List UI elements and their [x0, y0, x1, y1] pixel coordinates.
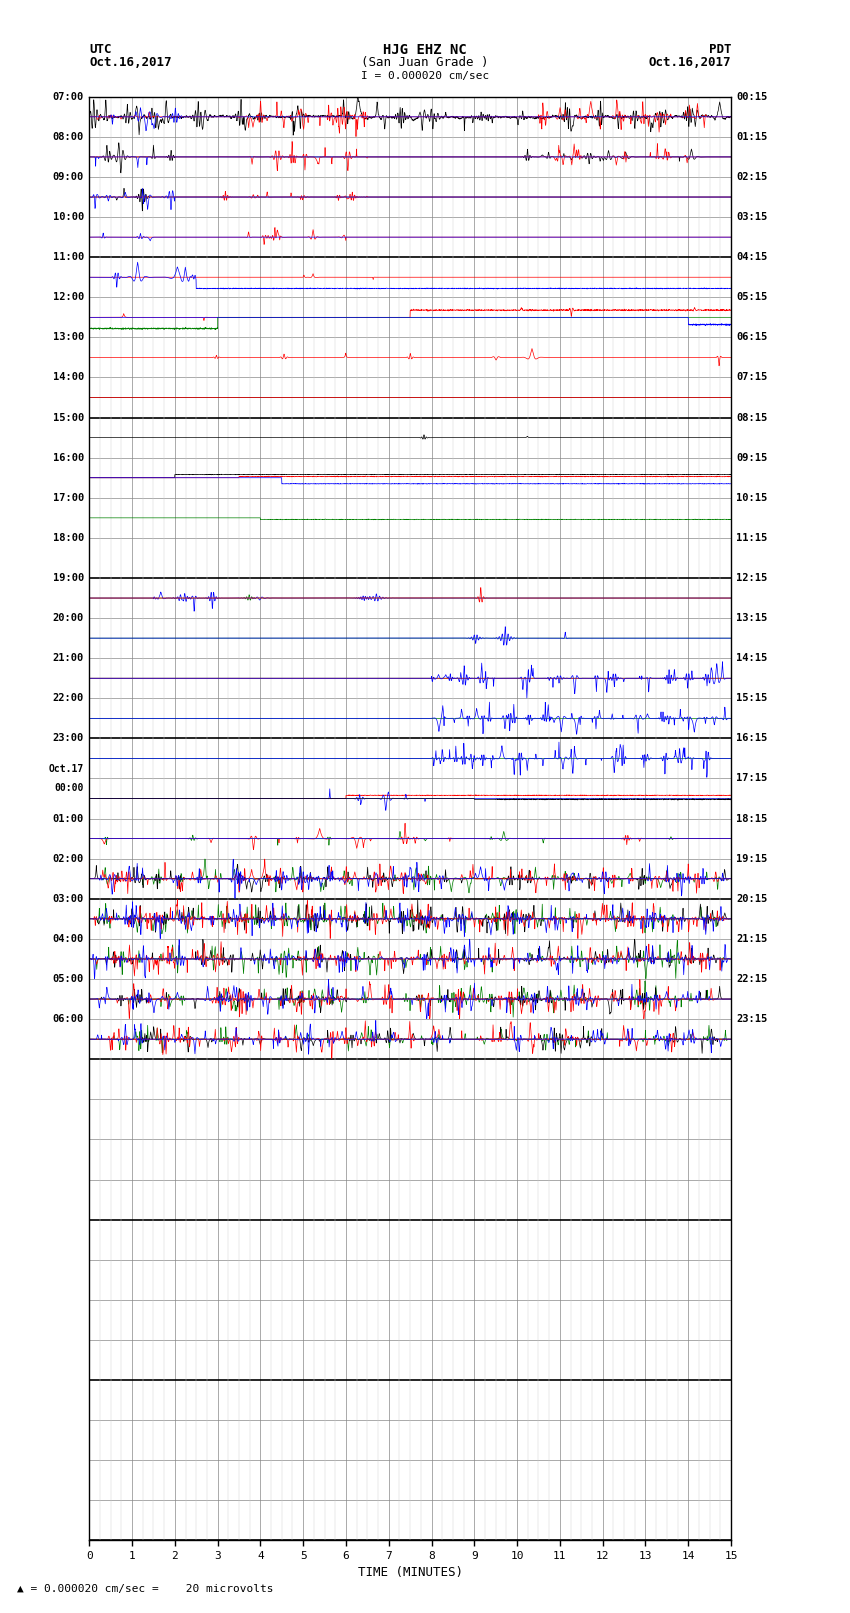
Text: 16:15: 16:15	[736, 734, 768, 744]
Text: ▲ = 0.000020 cm/sec =    20 microvolts: ▲ = 0.000020 cm/sec = 20 microvolts	[17, 1584, 274, 1594]
Text: Oct.16,2017: Oct.16,2017	[89, 56, 172, 69]
Text: 08:00: 08:00	[53, 132, 84, 142]
Text: 17:00: 17:00	[53, 494, 84, 503]
Text: I = 0.000020 cm/sec: I = 0.000020 cm/sec	[361, 71, 489, 81]
Text: 21:15: 21:15	[736, 934, 768, 944]
Text: 07:00: 07:00	[53, 92, 84, 102]
Text: 05:00: 05:00	[53, 974, 84, 984]
Text: 08:15: 08:15	[736, 413, 768, 423]
Text: 12:00: 12:00	[53, 292, 84, 302]
Text: 02:15: 02:15	[736, 173, 768, 182]
Text: 19:15: 19:15	[736, 853, 768, 863]
Text: 18:15: 18:15	[736, 813, 768, 824]
Text: 11:15: 11:15	[736, 532, 768, 544]
Text: 02:00: 02:00	[53, 853, 84, 863]
Text: 00:00: 00:00	[54, 782, 84, 792]
Text: 07:15: 07:15	[736, 373, 768, 382]
Text: 13:15: 13:15	[736, 613, 768, 623]
Text: 12:15: 12:15	[736, 573, 768, 582]
Text: 16:00: 16:00	[53, 453, 84, 463]
Text: 09:15: 09:15	[736, 453, 768, 463]
Text: 01:15: 01:15	[736, 132, 768, 142]
Text: 14:00: 14:00	[53, 373, 84, 382]
Text: Oct.16,2017: Oct.16,2017	[649, 56, 731, 69]
Text: 15:00: 15:00	[53, 413, 84, 423]
Text: 22:00: 22:00	[53, 694, 84, 703]
Text: 21:00: 21:00	[53, 653, 84, 663]
Text: 01:00: 01:00	[53, 813, 84, 824]
Text: UTC: UTC	[89, 44, 111, 56]
Text: 17:15: 17:15	[736, 774, 768, 784]
Text: 00:15: 00:15	[736, 92, 768, 102]
Text: HJG EHZ NC: HJG EHZ NC	[383, 44, 467, 58]
Text: PDT: PDT	[709, 44, 731, 56]
Text: 03:00: 03:00	[53, 894, 84, 903]
Text: Oct.17: Oct.17	[48, 765, 84, 774]
Text: 09:00: 09:00	[53, 173, 84, 182]
Text: 06:00: 06:00	[53, 1015, 84, 1024]
Text: 06:15: 06:15	[736, 332, 768, 342]
Text: 23:15: 23:15	[736, 1015, 768, 1024]
Text: 13:00: 13:00	[53, 332, 84, 342]
Text: 10:15: 10:15	[736, 494, 768, 503]
Text: 18:00: 18:00	[53, 532, 84, 544]
Text: (San Juan Grade ): (San Juan Grade )	[361, 56, 489, 69]
Text: 22:15: 22:15	[736, 974, 768, 984]
Text: 23:00: 23:00	[53, 734, 84, 744]
Text: 19:00: 19:00	[53, 573, 84, 582]
Text: 04:00: 04:00	[53, 934, 84, 944]
Text: 05:15: 05:15	[736, 292, 768, 302]
Text: 10:00: 10:00	[53, 211, 84, 223]
Text: 11:00: 11:00	[53, 252, 84, 263]
Text: 14:15: 14:15	[736, 653, 768, 663]
Text: 20:00: 20:00	[53, 613, 84, 623]
Text: 20:15: 20:15	[736, 894, 768, 903]
X-axis label: TIME (MINUTES): TIME (MINUTES)	[358, 1566, 462, 1579]
Text: 04:15: 04:15	[736, 252, 768, 263]
Text: 03:15: 03:15	[736, 211, 768, 223]
Text: 15:15: 15:15	[736, 694, 768, 703]
